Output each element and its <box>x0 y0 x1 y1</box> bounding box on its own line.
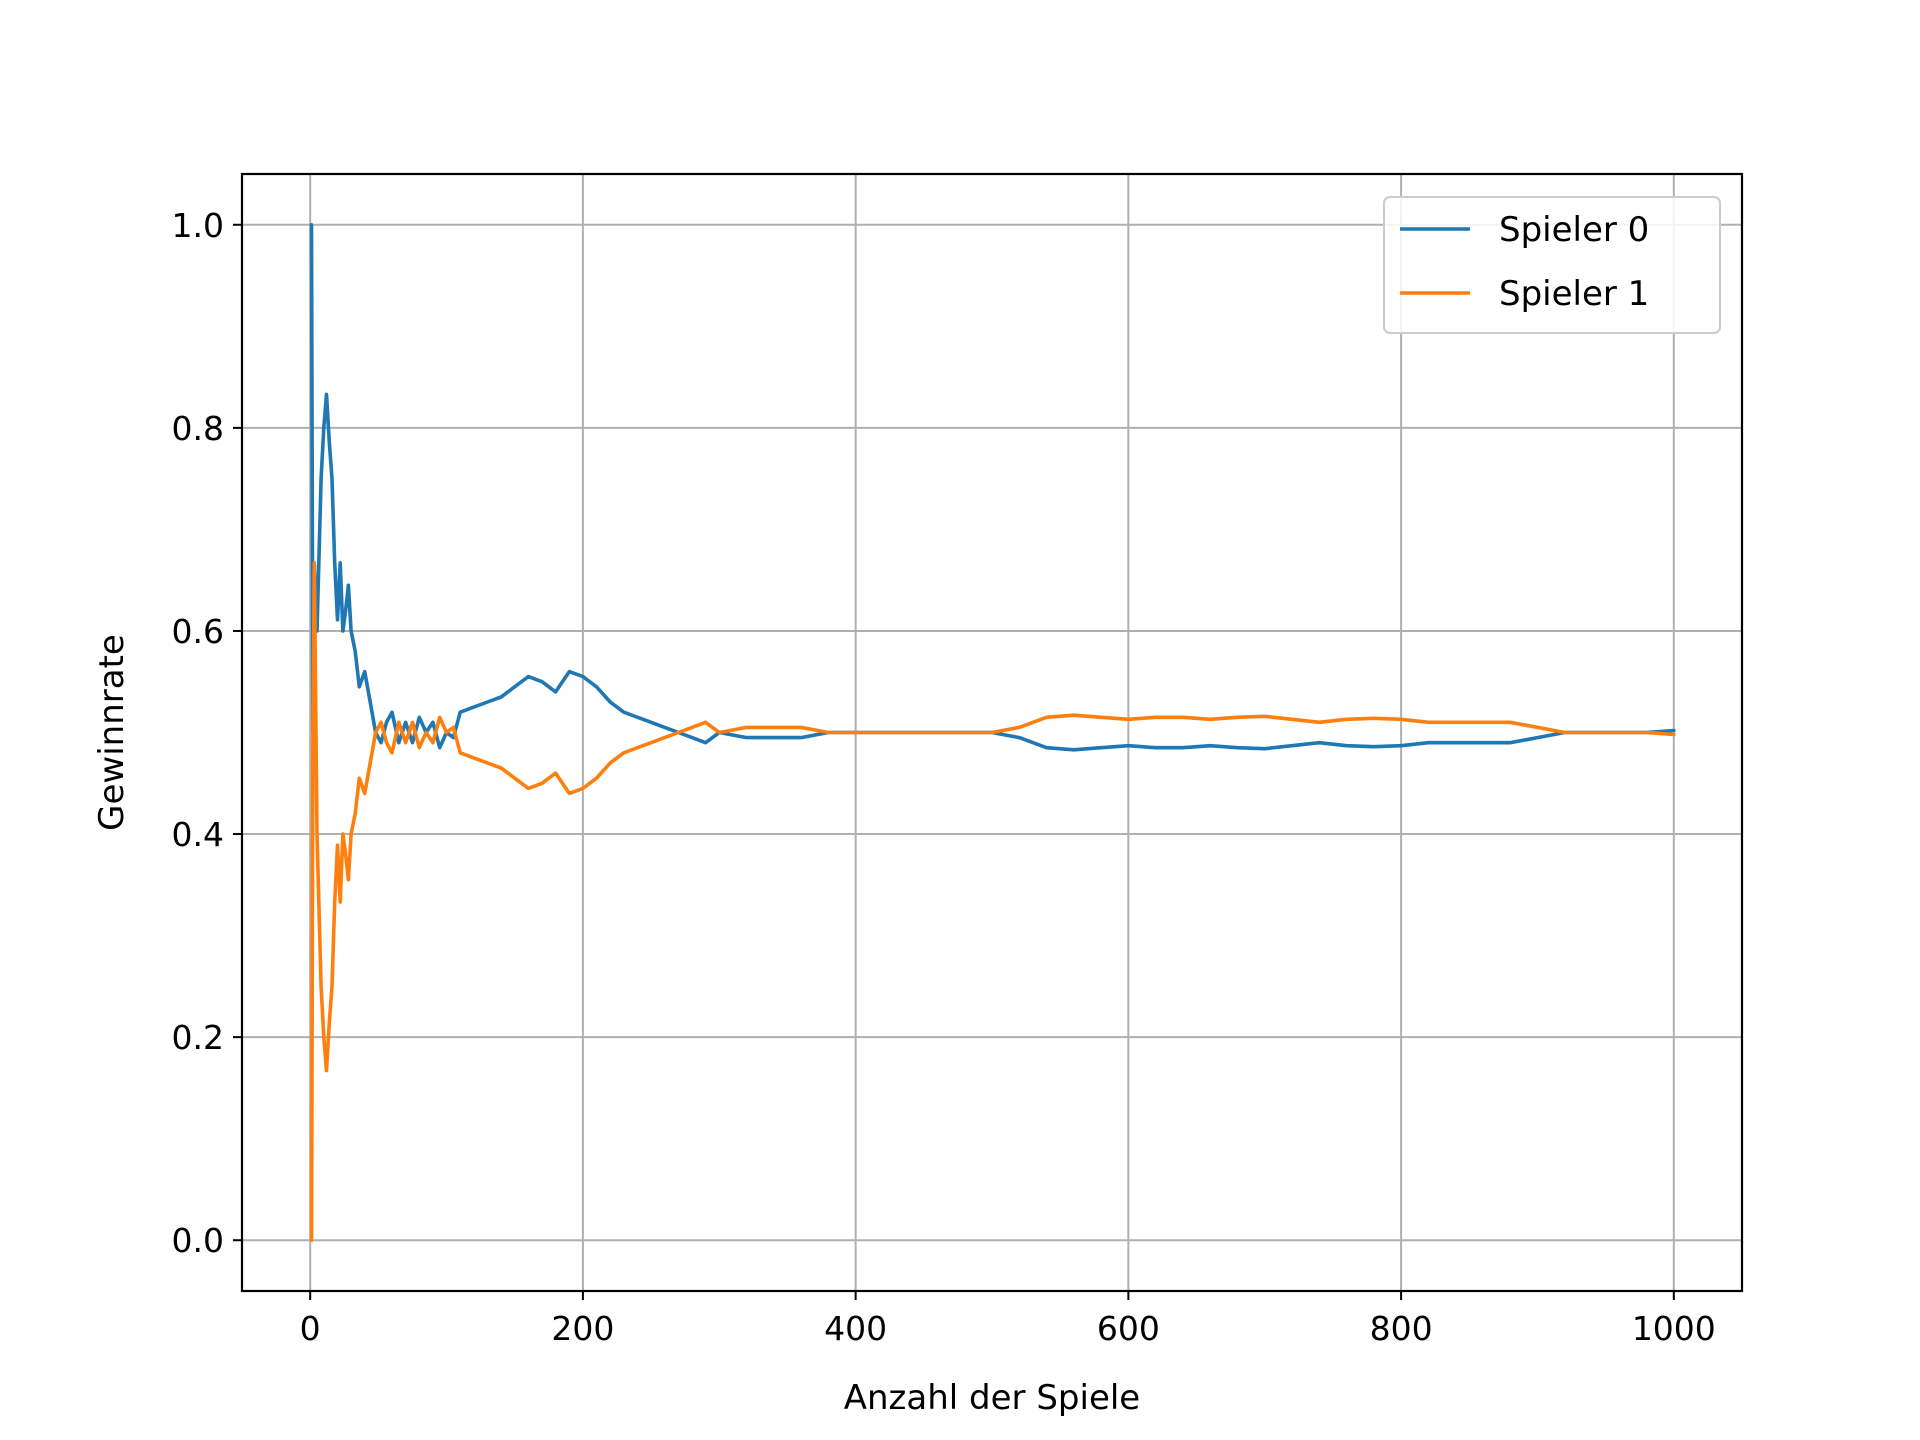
y-tick-label: 0.0 <box>172 1221 224 1260</box>
series-line-spieler-0 <box>309 223 1676 752</box>
y-tick-label: 0.6 <box>172 612 224 651</box>
y-axis-label: Gewinnrate <box>92 634 132 831</box>
x-tick-label: 800 <box>1370 1309 1433 1348</box>
y-tick-label: 0.2 <box>172 1018 224 1057</box>
y-tick-label: 1.0 <box>172 206 224 245</box>
legend-label: Spieler 1 <box>1499 274 1649 314</box>
x-tick-label: 600 <box>1097 1309 1160 1348</box>
legend-box <box>1383 196 1721 334</box>
y-tick-label: 0.8 <box>172 409 224 448</box>
x-tick-label: 1000 <box>1632 1309 1716 1348</box>
x-tick-label: 0 <box>300 1309 321 1348</box>
x-tick-label: 400 <box>824 1309 887 1348</box>
series-line-spieler-1 <box>309 561 1676 1242</box>
x-axis-label: Anzahl der Spiele <box>844 1378 1140 1418</box>
series-lines <box>309 223 1676 1242</box>
plot-frame <box>240 172 1744 1293</box>
y-tick-label: 0.4 <box>172 815 224 854</box>
x-tick-label: 200 <box>551 1309 614 1348</box>
legend-label: Spieler 0 <box>1499 210 1649 250</box>
legend: Spieler 0 Spieler 1 <box>1383 196 1721 334</box>
ticks: 0 200 400 600 800 1000 0.0 0.2 0.4 0.6 0.8 1.0 <box>172 206 1716 1348</box>
